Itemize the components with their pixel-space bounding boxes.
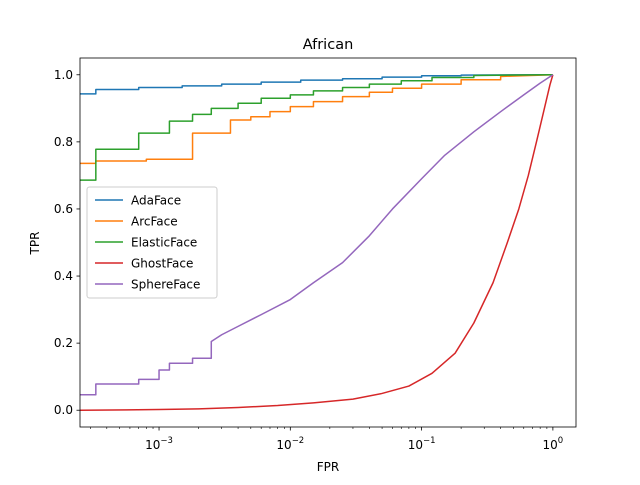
axes: 0.0 0.2 0.4 0.6 0.8 1.0 10−3 10−2 10−1 100	[54, 57, 577, 452]
y-tick-label: 1.0	[54, 68, 73, 82]
series-line-adaface	[80, 74, 553, 95]
series-line-sphereface	[80, 74, 554, 396]
series-line-elasticface	[80, 74, 553, 181]
x-tick-label: 10−1	[408, 436, 436, 452]
legend-label-arcface: ArcFace	[131, 215, 178, 229]
legend-label-sphereface: SphereFace	[131, 278, 200, 292]
x-tick-label: 10−2	[276, 436, 304, 452]
y-tick-label: 0.0	[54, 403, 73, 417]
legend-box	[86, 186, 218, 299]
plot-area	[80, 74, 554, 411]
x-axis-label: FPR	[317, 460, 339, 474]
x-tick-label: 100	[543, 436, 564, 452]
chart-title: African	[303, 37, 354, 53]
series-line-ghostface	[80, 74, 554, 411]
x-tick-label: 10−3	[145, 436, 173, 452]
legend-label-adaface: AdaFace	[131, 194, 181, 208]
y-tick-label: 0.8	[54, 135, 73, 149]
legend-label-elasticface: ElasticFace	[131, 236, 197, 250]
y-tick-label: 0.4	[54, 269, 73, 283]
y-tick-label: 0.2	[54, 336, 73, 350]
legend-label-ghostface: GhostFace	[131, 257, 193, 271]
y-axis-label: TPR	[28, 232, 42, 256]
legend: AdaFace ArcFace ElasticFace GhostFace Sphere…	[86, 186, 218, 299]
y-tick-label: 0.6	[54, 202, 73, 216]
axes-frame	[79, 57, 577, 428]
series-line-arcface	[80, 74, 553, 165]
